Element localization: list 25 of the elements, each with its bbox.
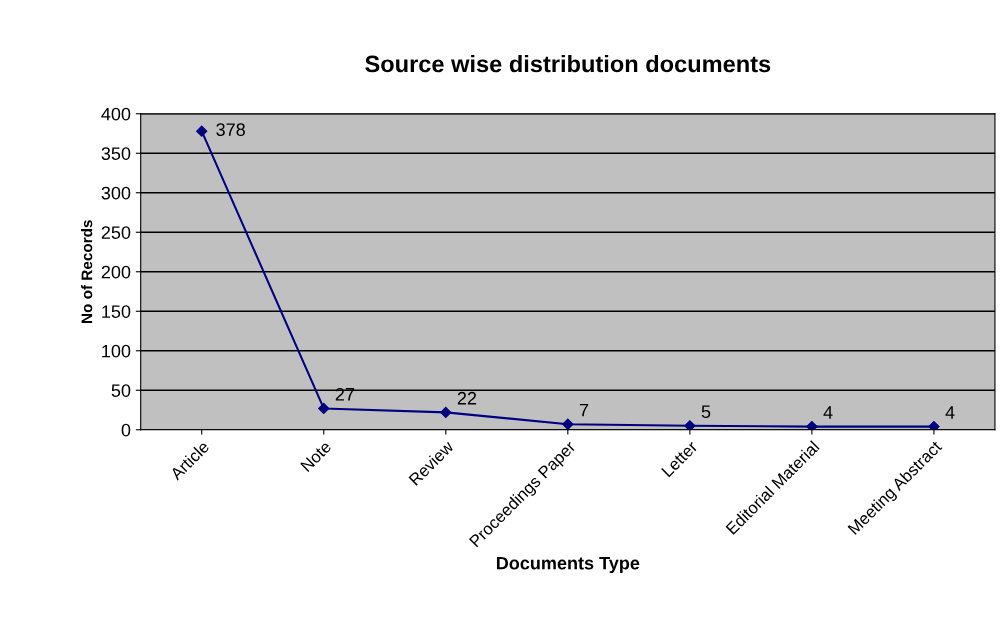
y-tick-label: 350 bbox=[101, 147, 131, 160]
point bbox=[440, 406, 452, 418]
data-label: 22 bbox=[457, 391, 477, 405]
y-axis-title: No of Records bbox=[81, 220, 93, 323]
data-label: 5 bbox=[701, 405, 711, 419]
point bbox=[928, 420, 940, 430]
y-tick-label: 50 bbox=[111, 384, 131, 397]
chart-title: Source wise distribution documents bbox=[365, 54, 771, 73]
y-tick-label: 400 bbox=[101, 107, 131, 121]
y-tick-label: 0 bbox=[121, 423, 131, 437]
point bbox=[196, 125, 208, 137]
y-tick-label: 300 bbox=[101, 186, 131, 200]
data-label: 4 bbox=[823, 406, 833, 419]
y-tick-label: 250 bbox=[101, 226, 131, 239]
x-axis-title: Documents Type bbox=[496, 556, 640, 574]
point bbox=[684, 420, 696, 430]
y-tick-label: 100 bbox=[102, 344, 131, 358]
data-label: 4 bbox=[945, 406, 955, 419]
point bbox=[318, 402, 330, 415]
y-tick-label: 200 bbox=[101, 265, 131, 279]
point bbox=[806, 420, 818, 430]
data-label: 7 bbox=[579, 403, 589, 417]
data-label: 378 bbox=[216, 123, 245, 136]
point bbox=[562, 418, 574, 430]
y-tick-label: 150 bbox=[102, 305, 131, 318]
